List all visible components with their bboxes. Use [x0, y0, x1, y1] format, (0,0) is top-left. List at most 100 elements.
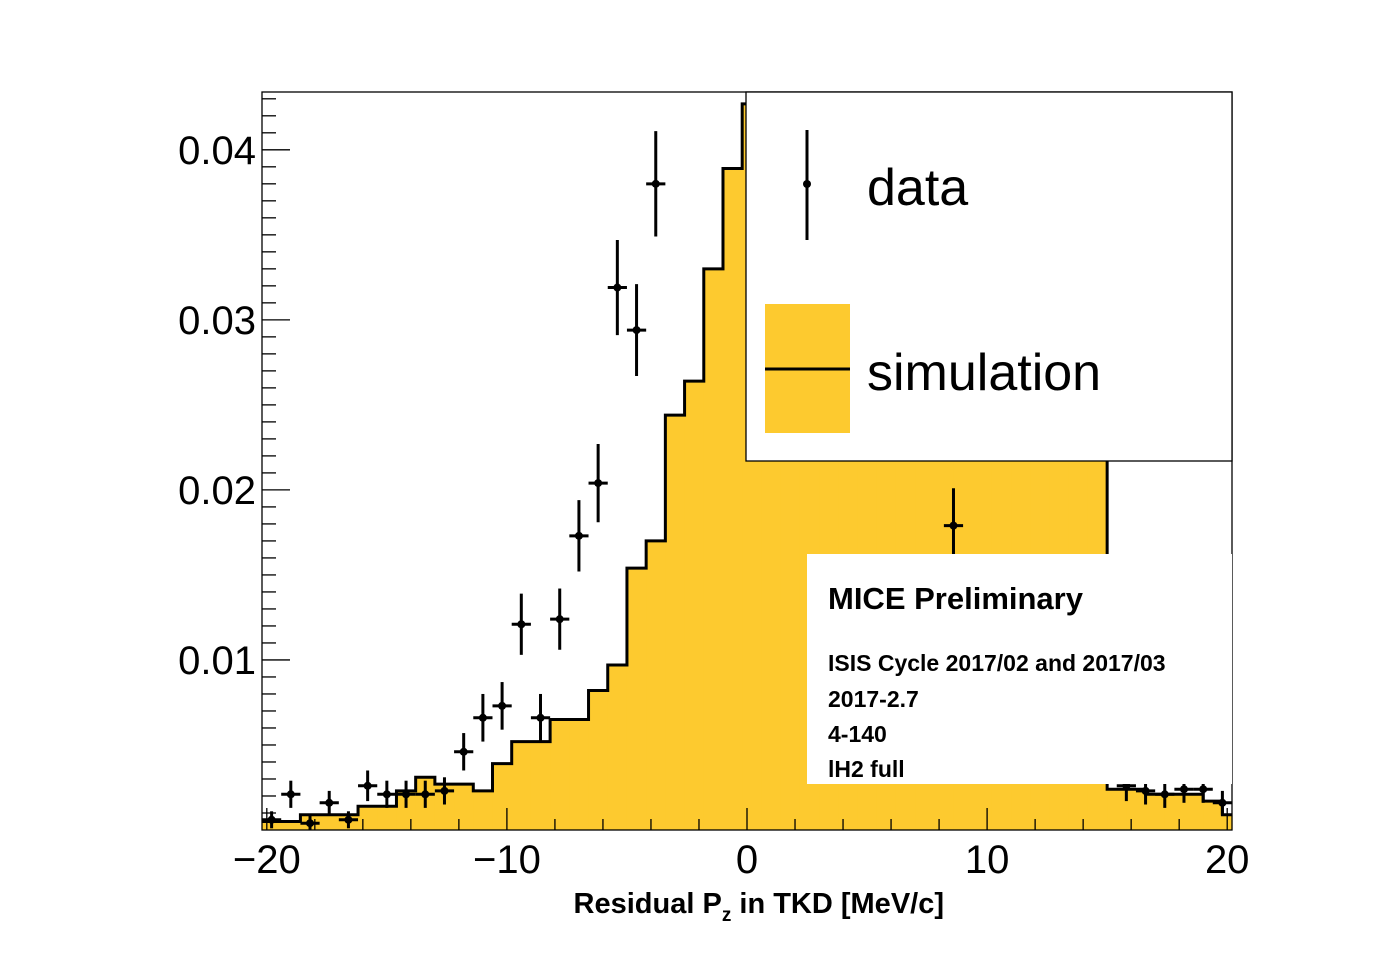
- simulation-bin: [434, 784, 455, 830]
- simulation-bin: [377, 806, 398, 830]
- data-point-marker: [1141, 786, 1150, 795]
- data-point-marker: [382, 790, 391, 799]
- x-tick-label: −10: [473, 838, 541, 882]
- data-point-marker: [267, 815, 276, 824]
- data-point-marker: [632, 326, 641, 335]
- data-point: [434, 777, 455, 805]
- x-axis-title-main: Residual P: [574, 888, 722, 920]
- data-point-marker: [344, 815, 353, 824]
- data-point-marker: [306, 819, 315, 828]
- data-point: [377, 780, 397, 808]
- simulation-bin: [607, 665, 628, 830]
- data-point: [550, 588, 570, 650]
- data-point: [607, 239, 627, 336]
- simulation-bin: [319, 814, 340, 830]
- x-tick-label: −20: [233, 838, 301, 882]
- simulation-bin: [1203, 801, 1223, 830]
- data-point: [569, 500, 589, 572]
- data-point: [492, 682, 512, 730]
- x-tick-label: 20: [1205, 838, 1250, 882]
- simulation-bin: [1126, 789, 1147, 830]
- annotation-background: [807, 554, 1232, 784]
- data-point: [1212, 790, 1232, 815]
- data-point: [454, 733, 474, 771]
- data-point: [300, 814, 320, 830]
- data-point: [262, 811, 282, 829]
- x-axis-title-rest: in TKD [MeV/c]: [731, 888, 944, 920]
- y-tick-label: 0.04: [178, 129, 256, 173]
- data-point: [319, 790, 339, 815]
- simulation-bin: [492, 763, 513, 830]
- data-point-marker: [1160, 790, 1169, 799]
- data-point: [281, 780, 301, 808]
- data-point: [358, 770, 378, 802]
- axes: −20 −10 0 10 20 0.01 0.02 0.03 0.04: [178, 98, 1250, 882]
- simulation-bin: [588, 690, 609, 830]
- simulation-bin: [1145, 794, 1166, 830]
- data-point: [338, 811, 359, 829]
- data-point-marker: [651, 179, 660, 188]
- simulation-bin: [569, 719, 590, 830]
- simulation-bin: [281, 821, 302, 830]
- data-point-marker: [555, 615, 564, 624]
- simulation-bin: [358, 806, 378, 830]
- legend-data-marker: [803, 180, 811, 188]
- x-tick-label: 0: [736, 838, 758, 882]
- legend-simulation-label: simulation: [867, 344, 1101, 402]
- data-point-marker: [402, 790, 411, 799]
- data-point-marker: [1179, 785, 1188, 794]
- data-point-marker: [498, 701, 507, 710]
- data-point-marker: [363, 781, 372, 790]
- x-axis-title-subscript: z: [722, 905, 732, 926]
- data-point: [943, 488, 964, 564]
- annotation-line-4: lH2 full: [828, 756, 905, 782]
- data-point-marker: [440, 786, 449, 795]
- data-point: [473, 693, 493, 742]
- data-point-marker: [1218, 798, 1227, 807]
- legend: data simulation: [745, 91, 1233, 462]
- legend-data-label: data: [867, 159, 968, 217]
- data-point-marker: [478, 713, 487, 722]
- y-tick-label: 0.03: [178, 299, 256, 343]
- simulation-bin: [1164, 794, 1185, 830]
- data-point-marker: [613, 283, 622, 292]
- simulation-bin: [530, 741, 551, 830]
- x-axis-title: Residual Pz in TKD [MeV/c]: [574, 888, 944, 926]
- data-point-marker: [594, 479, 603, 488]
- data-point-marker: [1199, 785, 1208, 794]
- data-point-marker: [286, 790, 295, 799]
- annotation-line-1: ISIS Cycle 2017/02 and 2017/03: [828, 650, 1166, 676]
- data-point-marker: [325, 798, 334, 807]
- simulation-bin: [454, 784, 474, 830]
- annotation-title: MICE Preliminary: [828, 581, 1084, 616]
- simulation-bin: [1183, 794, 1204, 830]
- simulation-bin: [646, 540, 666, 830]
- data-point: [530, 693, 551, 742]
- y-tick-label: 0.01: [178, 639, 256, 683]
- data-point: [511, 593, 531, 655]
- data-point-marker: [421, 790, 430, 799]
- simulation-bin: [550, 719, 570, 830]
- data-point-marker: [574, 531, 583, 540]
- data-point: [646, 131, 666, 237]
- data-point: [415, 780, 435, 808]
- y-tick-label: 0.02: [178, 469, 256, 513]
- annotation-box: MICE Preliminary ISIS Cycle 2017/02 and …: [807, 554, 1232, 784]
- x-tick-label: 10: [965, 838, 1010, 882]
- simulation-bin: [511, 741, 532, 830]
- annotation-line-3: 4-140: [828, 721, 887, 747]
- annotation-line-2: 2017-2.7: [828, 686, 919, 712]
- data-point: [626, 284, 647, 376]
- simulation-bin: [684, 381, 705, 830]
- simulation-bin: [665, 415, 686, 830]
- data-point-marker: [536, 713, 545, 722]
- simulation-bin: [626, 568, 647, 830]
- data-point: [396, 780, 416, 808]
- simulation-bin: [703, 268, 724, 831]
- simulation-bin: [473, 790, 494, 830]
- data-point-marker: [949, 521, 958, 530]
- data-point-marker: [517, 620, 526, 629]
- simulation-bin: [722, 168, 743, 830]
- data-point-marker: [459, 747, 468, 756]
